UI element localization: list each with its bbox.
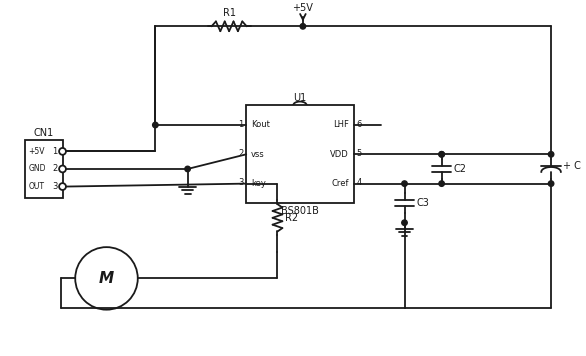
Text: R2: R2	[285, 213, 298, 223]
Text: C2: C2	[454, 164, 466, 174]
Text: BS801B: BS801B	[281, 206, 319, 216]
Text: 1: 1	[52, 147, 57, 156]
Text: 5: 5	[357, 149, 362, 158]
Text: 6: 6	[357, 120, 362, 129]
Text: + C: + C	[563, 161, 581, 171]
Text: LHF: LHF	[333, 120, 349, 130]
Circle shape	[185, 166, 190, 172]
Text: R1: R1	[223, 7, 236, 17]
Text: Cref: Cref	[331, 179, 349, 188]
Circle shape	[59, 183, 66, 190]
Text: 2: 2	[238, 149, 243, 158]
Text: +5V: +5V	[292, 2, 314, 12]
Text: 4: 4	[357, 178, 362, 187]
Text: key: key	[251, 179, 266, 188]
Bar	[25, 140, 63, 198]
Text: CN1: CN1	[34, 128, 54, 138]
Text: GND: GND	[28, 164, 46, 173]
Text: 3: 3	[52, 182, 57, 191]
Circle shape	[75, 247, 138, 310]
Text: Kout: Kout	[251, 120, 270, 130]
Circle shape	[402, 181, 407, 186]
Circle shape	[402, 220, 407, 225]
Circle shape	[548, 181, 554, 186]
Circle shape	[439, 152, 444, 157]
Circle shape	[439, 152, 444, 157]
Text: 3: 3	[238, 178, 243, 187]
Circle shape	[59, 166, 66, 172]
Text: U1: U1	[294, 93, 306, 103]
Text: M: M	[99, 271, 114, 286]
Circle shape	[300, 23, 306, 29]
Circle shape	[152, 122, 158, 128]
Circle shape	[59, 148, 66, 155]
Circle shape	[439, 181, 444, 186]
Text: OUT: OUT	[28, 182, 45, 191]
Text: C3: C3	[416, 198, 429, 208]
Bar	[246, 105, 354, 203]
Circle shape	[548, 152, 554, 157]
Text: +5V: +5V	[28, 147, 45, 156]
Text: 2: 2	[52, 164, 57, 173]
Text: 1: 1	[238, 120, 243, 129]
Text: VDD: VDD	[330, 150, 349, 159]
Text: vss: vss	[251, 150, 265, 159]
